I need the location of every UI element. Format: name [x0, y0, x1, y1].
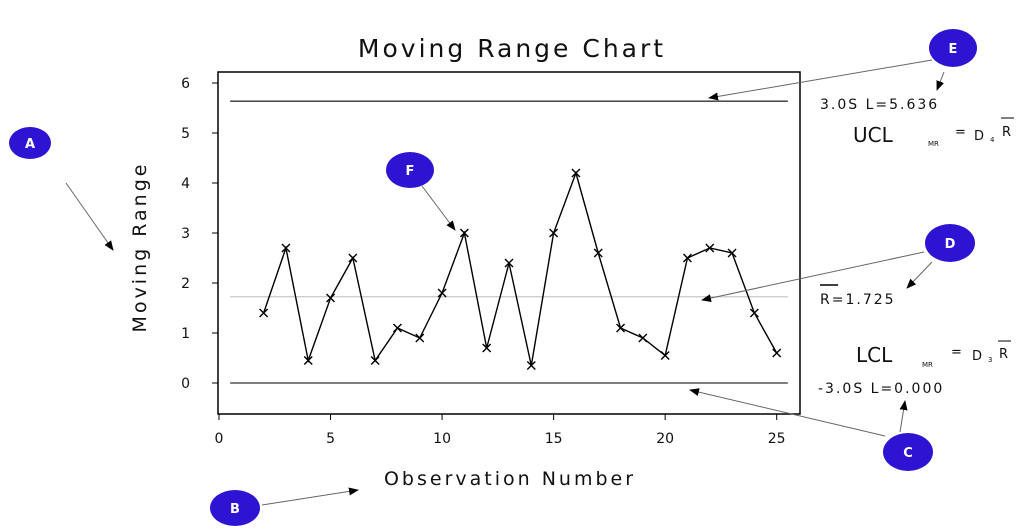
callout-c-letter: C	[903, 446, 913, 461]
data-point-marker	[682, 253, 692, 263]
lcl-formula-coef: D	[972, 349, 982, 364]
data-point-marker	[504, 258, 514, 268]
data-point-marker	[437, 288, 447, 298]
callout-arrows	[65, 59, 945, 506]
data-point-marker	[616, 323, 626, 333]
lcl-label: -3.0S L=0.000	[818, 381, 944, 397]
callout-d: D	[925, 224, 975, 262]
ucl-formula-coef-sub: 4	[990, 136, 995, 144]
data-point-marker	[348, 253, 358, 263]
callout-f-letter: F	[406, 164, 415, 179]
data-point-marker	[638, 333, 648, 343]
callout-a-letter: A	[25, 137, 35, 152]
lcl-formula-sub: MR	[922, 361, 933, 369]
center-label: R=1.725	[820, 292, 896, 308]
ucl-formula-eq: =	[955, 125, 966, 140]
ucl-formula-rbar: R	[1002, 125, 1011, 140]
ucl-formula-main: UCL	[853, 123, 894, 147]
ucl-formula: UCL MR = D 4 R	[853, 117, 1014, 148]
y-axis-label: Moving Range	[129, 162, 151, 333]
y-tick-label: 5	[181, 126, 190, 142]
callout-c: C	[883, 433, 933, 471]
callout-f: F	[386, 152, 434, 188]
callout-b-badge	[210, 490, 260, 526]
lcl-formula-coef-sub: 3	[988, 356, 992, 364]
data-point-marker	[482, 343, 492, 353]
callout-a: A	[9, 127, 51, 159]
ucl-label: 3.0S L=5.636	[820, 97, 939, 113]
callout-c-badge	[883, 433, 933, 471]
x-tick-label: 20	[656, 431, 674, 447]
chart-title: Moving Range Chart	[358, 34, 666, 63]
callout-a-badge	[9, 127, 51, 159]
data-point-marker	[459, 228, 469, 238]
y-tick-label: 3	[181, 226, 190, 242]
data-point-marker	[370, 356, 380, 365]
lcl-formula-rbar: R	[999, 347, 1008, 362]
plot-frame	[217, 71, 801, 415]
x-tick-label: 10	[433, 431, 451, 447]
data-point-marker	[660, 351, 670, 360]
callout-e: E	[929, 29, 977, 67]
callout-e-arrow-down	[936, 71, 945, 91]
callout-e-badge	[929, 29, 977, 67]
callout-d-letter: D	[945, 237, 956, 252]
callout-b: B	[210, 490, 260, 526]
callout-e-letter: E	[949, 42, 958, 57]
lcl-formula: LCL MR = D 3 R	[856, 340, 1011, 369]
ucl-formula-sub: MR	[928, 140, 939, 148]
y-tick-label: 0	[181, 376, 190, 392]
x-tick-label: 15	[545, 431, 563, 447]
y-tick-label: 2	[181, 276, 190, 292]
y-tick-label: 6	[181, 76, 190, 92]
series-line	[262, 170, 778, 366]
data-point-marker	[392, 323, 402, 333]
callout-d-badge	[925, 224, 975, 262]
callout-b-arrow	[261, 487, 359, 506]
x-tick-label: 0	[215, 431, 224, 447]
x-tick-label: 5	[326, 431, 335, 447]
data-point-marker	[593, 248, 603, 258]
lcl-formula-main: LCL	[856, 343, 893, 367]
callout-f-arrow	[421, 185, 456, 231]
data-point-marker	[772, 348, 782, 358]
series-markers	[259, 168, 782, 370]
data-point-marker	[281, 243, 291, 253]
callout-c-arrow-left	[689, 388, 886, 437]
callout-d-arrow-down	[906, 261, 933, 289]
callout-e-arrow-left	[708, 59, 933, 101]
x-tick-label: 25	[768, 431, 786, 447]
x-axis-ticks: 0 5 10 15 20 25	[215, 414, 786, 447]
data-point-marker	[303, 356, 313, 365]
data-point-marker	[259, 308, 269, 318]
data-point-marker	[526, 361, 536, 370]
y-axis-ticks: 0 1 2 3 4 5 6	[181, 76, 218, 392]
data-point-marker	[749, 308, 759, 318]
data-point-marker	[549, 228, 559, 238]
y-tick-label: 4	[181, 176, 190, 192]
ucl-formula-coef: D	[974, 129, 984, 144]
x-axis-label: Observation Number	[384, 468, 636, 490]
y-tick-label: 1	[181, 326, 190, 342]
data-point-marker	[705, 243, 715, 253]
data-point-marker	[727, 248, 737, 258]
data-point-marker	[415, 333, 425, 343]
callout-c-arrow-up	[899, 400, 908, 433]
callout-f-badge	[386, 152, 434, 188]
data-point-marker	[571, 168, 581, 178]
callout-a-arrow	[65, 182, 114, 251]
data-point-marker	[326, 293, 336, 303]
lcl-formula-eq: =	[951, 345, 962, 360]
callout-b-letter: B	[230, 502, 240, 517]
callout-d-arrow-left	[701, 251, 925, 303]
